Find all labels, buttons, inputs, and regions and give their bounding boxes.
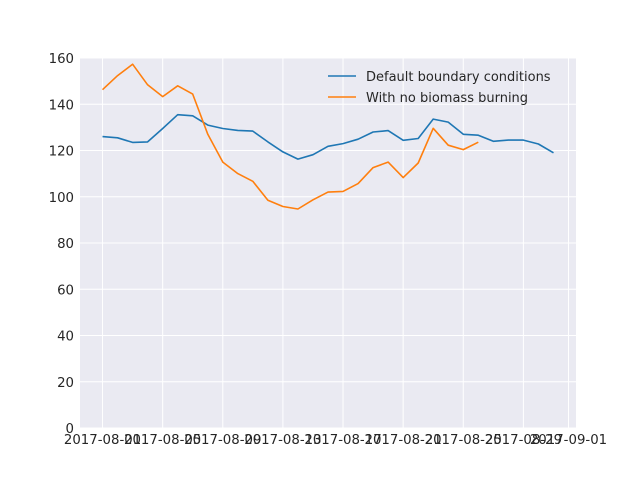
x-tick-label: 2017-08-01 bbox=[64, 433, 141, 448]
data-point bbox=[327, 145, 329, 147]
legend-label-no-biomass: With no biomass burning bbox=[366, 91, 528, 106]
data-point bbox=[342, 142, 344, 144]
data-point bbox=[432, 127, 434, 129]
data-point bbox=[537, 143, 539, 145]
y-tick-label: 140 bbox=[49, 98, 74, 113]
series-line-0 bbox=[102, 113, 554, 160]
x-tick-label: 2017-08-17 bbox=[304, 433, 381, 448]
data-point bbox=[432, 118, 434, 120]
data-point bbox=[101, 135, 103, 137]
data-point bbox=[237, 129, 239, 131]
series-lines bbox=[101, 63, 554, 210]
y-tick-label: 160 bbox=[49, 52, 74, 67]
data-point bbox=[462, 133, 464, 135]
data-point bbox=[462, 148, 464, 150]
data-point bbox=[507, 139, 509, 141]
data-point bbox=[282, 151, 284, 153]
data-point bbox=[207, 133, 209, 135]
data-point bbox=[207, 124, 209, 126]
x-tick-label: 2017-08-25 bbox=[425, 433, 502, 448]
data-point bbox=[372, 166, 374, 168]
data-point bbox=[146, 84, 148, 86]
legend-label-default: Default boundary conditions bbox=[366, 70, 551, 85]
data-point bbox=[222, 161, 224, 163]
data-point bbox=[176, 113, 178, 115]
data-point bbox=[372, 131, 374, 133]
data-point bbox=[192, 115, 194, 117]
data-point bbox=[312, 199, 314, 201]
grid-lines bbox=[80, 57, 576, 429]
data-point bbox=[267, 199, 269, 201]
data-point bbox=[146, 141, 148, 143]
data-point bbox=[282, 205, 284, 207]
data-point bbox=[387, 129, 389, 131]
data-point bbox=[417, 162, 419, 164]
y-tick-label: 20 bbox=[57, 376, 74, 391]
y-tick-label: 100 bbox=[49, 191, 74, 206]
y-tick-label: 0 bbox=[66, 422, 74, 437]
data-point bbox=[297, 158, 299, 160]
data-point bbox=[447, 121, 449, 123]
data-point bbox=[342, 190, 344, 192]
data-point bbox=[192, 93, 194, 95]
data-point bbox=[447, 144, 449, 146]
data-point bbox=[297, 208, 299, 210]
data-point bbox=[222, 127, 224, 129]
data-point bbox=[492, 140, 494, 142]
data-point bbox=[267, 141, 269, 143]
x-tick-label: 2017-08-09 bbox=[184, 433, 261, 448]
data-point bbox=[387, 161, 389, 163]
y-tick-label: 80 bbox=[57, 237, 74, 252]
data-point bbox=[101, 88, 103, 90]
data-point bbox=[552, 152, 554, 154]
data-point bbox=[116, 137, 118, 139]
data-point bbox=[161, 95, 163, 97]
y-tick-label: 60 bbox=[57, 283, 74, 298]
series-line-1 bbox=[101, 63, 479, 210]
data-point bbox=[402, 139, 404, 141]
data-point bbox=[252, 180, 254, 182]
legend: Default boundary conditions With no biom… bbox=[328, 70, 551, 106]
y-tick-label: 40 bbox=[57, 330, 74, 345]
x-tick-label: 2017-08-13 bbox=[244, 433, 321, 448]
data-point bbox=[417, 137, 419, 139]
data-point bbox=[237, 172, 239, 174]
data-point bbox=[116, 74, 118, 76]
y-axis: 0 20 40 60 80 100 120 140 160 bbox=[49, 52, 74, 437]
data-point bbox=[357, 182, 359, 184]
x-tick-label: 2017-08-29 bbox=[485, 433, 562, 448]
data-point bbox=[131, 141, 133, 143]
data-point bbox=[357, 138, 359, 140]
x-tick-label: 2017-08-05 bbox=[124, 433, 201, 448]
data-point bbox=[312, 153, 314, 155]
x-tick-label: 2017-08-21 bbox=[365, 433, 442, 448]
x-axis: 2017-08-012017-08-052017-08-092017-08-13… bbox=[64, 433, 607, 448]
data-point bbox=[131, 63, 133, 65]
data-point bbox=[477, 141, 479, 143]
x-tick-label: 2017-09-01 bbox=[530, 433, 607, 448]
data-point bbox=[327, 191, 329, 193]
data-point bbox=[176, 85, 178, 87]
data-point bbox=[252, 130, 254, 132]
y-tick-label: 120 bbox=[49, 145, 74, 160]
data-point bbox=[522, 139, 524, 141]
data-point bbox=[477, 134, 479, 136]
data-point bbox=[402, 176, 404, 178]
data-point bbox=[161, 127, 163, 129]
